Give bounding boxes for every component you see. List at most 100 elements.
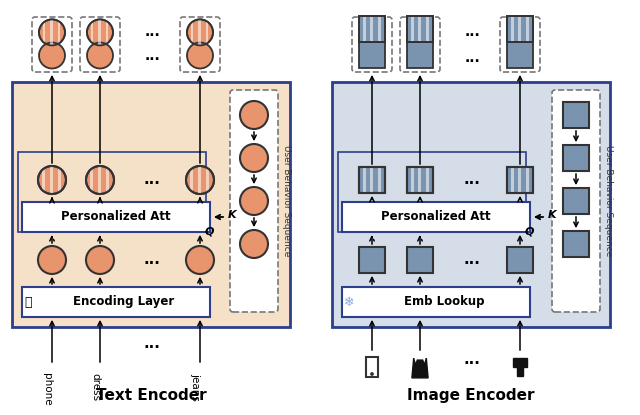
Text: Emb Lookup: Emb Lookup (404, 295, 484, 308)
Bar (511, 168, 514, 192)
Bar (58, 166, 61, 194)
Circle shape (39, 42, 65, 68)
Bar (206, 166, 209, 194)
Bar (507, 16, 533, 42)
Text: ...: ... (463, 352, 481, 368)
Bar (205, 20, 208, 45)
Bar (50, 166, 52, 194)
Bar (50, 20, 52, 45)
Bar (563, 145, 589, 171)
Bar (563, 102, 589, 128)
Circle shape (371, 373, 374, 376)
Circle shape (187, 42, 213, 68)
Bar (359, 16, 385, 42)
FancyBboxPatch shape (180, 17, 220, 72)
Bar (378, 168, 381, 192)
Bar (338, 152, 526, 232)
Bar (407, 16, 433, 42)
Bar (43, 20, 45, 45)
Circle shape (240, 230, 268, 258)
Text: ...: ... (143, 173, 161, 188)
Bar (507, 16, 533, 42)
Bar (98, 166, 101, 194)
Text: Q: Q (525, 226, 534, 236)
Text: K: K (228, 210, 237, 220)
Circle shape (187, 20, 213, 45)
Bar (507, 167, 533, 193)
Text: ...: ... (463, 252, 481, 268)
Bar (511, 17, 514, 41)
FancyBboxPatch shape (80, 17, 120, 72)
Bar (198, 166, 201, 194)
Text: ...: ... (143, 335, 161, 351)
Bar (106, 20, 108, 45)
Circle shape (240, 187, 268, 215)
Bar (363, 17, 365, 41)
Circle shape (86, 166, 114, 194)
Bar (426, 168, 429, 192)
Text: User Behavior Sequence: User Behavior Sequence (282, 145, 291, 257)
Text: Text Encoder: Text Encoder (96, 388, 206, 403)
FancyBboxPatch shape (352, 17, 392, 72)
Text: jeans: jeans (190, 373, 200, 401)
Bar (342, 202, 530, 232)
FancyBboxPatch shape (552, 90, 600, 312)
Text: 🔥: 🔥 (24, 295, 32, 308)
FancyBboxPatch shape (400, 17, 440, 72)
Bar (370, 168, 373, 192)
Bar (22, 287, 210, 317)
Bar (359, 16, 385, 42)
Text: ❄: ❄ (344, 295, 355, 308)
Circle shape (186, 166, 214, 194)
Circle shape (87, 42, 113, 68)
Bar (407, 167, 433, 193)
Bar (563, 231, 589, 257)
Bar (370, 17, 373, 41)
Bar (332, 82, 610, 327)
Circle shape (240, 101, 268, 129)
Bar (359, 167, 385, 193)
Text: ...: ... (464, 51, 480, 65)
Bar (525, 168, 529, 192)
Bar (407, 42, 433, 68)
Polygon shape (513, 358, 527, 376)
Circle shape (186, 246, 214, 274)
Circle shape (38, 246, 66, 274)
Bar (12, 82, 290, 327)
Bar (22, 202, 210, 232)
Text: ...: ... (464, 25, 480, 39)
Bar (191, 20, 193, 45)
Text: phone: phone (42, 373, 52, 405)
Text: Personalized Att: Personalized Att (61, 210, 171, 224)
Text: ...: ... (463, 173, 481, 188)
Bar (507, 167, 533, 193)
Bar (563, 188, 589, 214)
FancyBboxPatch shape (500, 17, 540, 72)
Bar (198, 20, 201, 45)
Bar (58, 20, 60, 45)
Bar (518, 168, 521, 192)
Bar (525, 17, 529, 41)
Bar (342, 287, 530, 317)
Circle shape (39, 20, 65, 45)
Circle shape (240, 144, 268, 172)
Bar (359, 42, 385, 68)
Bar (407, 167, 433, 193)
Text: Personalized Att: Personalized Att (381, 210, 491, 224)
Bar (359, 167, 385, 193)
Bar (106, 166, 109, 194)
Bar (411, 168, 413, 192)
Circle shape (86, 246, 114, 274)
Text: K: K (548, 210, 557, 220)
Bar (426, 17, 429, 41)
Bar (411, 17, 413, 41)
Text: User Behavior Sequence: User Behavior Sequence (604, 145, 612, 257)
Text: Image Encoder: Image Encoder (407, 388, 535, 403)
Text: dress: dress (90, 373, 100, 401)
Bar (366, 357, 378, 377)
Text: ...: ... (144, 25, 160, 39)
Polygon shape (412, 358, 428, 378)
Bar (359, 247, 385, 273)
Circle shape (87, 20, 113, 45)
Text: ...: ... (143, 252, 161, 268)
